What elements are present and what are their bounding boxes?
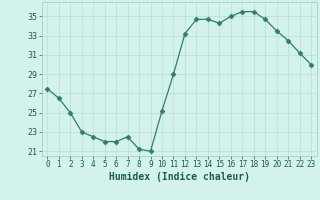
X-axis label: Humidex (Indice chaleur): Humidex (Indice chaleur) <box>109 172 250 182</box>
